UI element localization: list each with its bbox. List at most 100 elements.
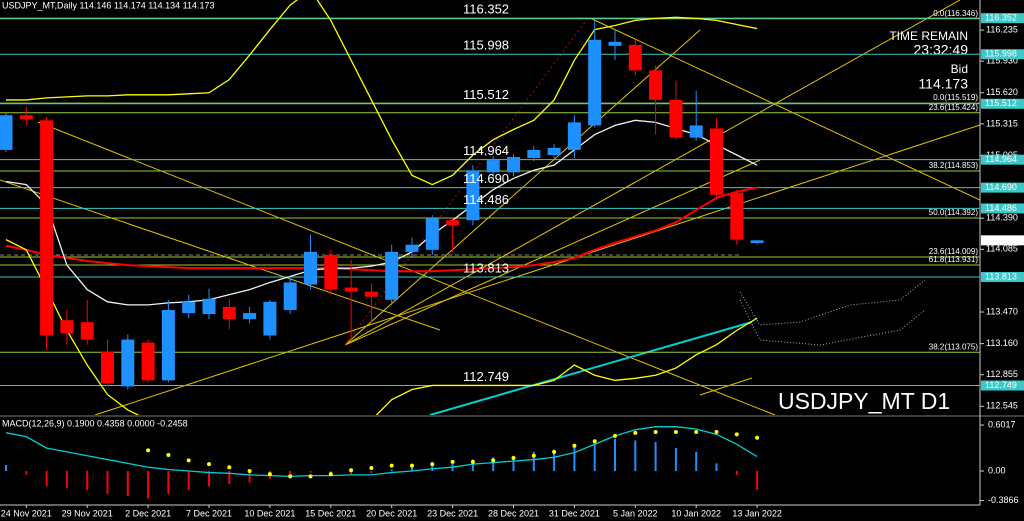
level-label: 115.998 [463,38,509,53]
candle-body [750,240,764,244]
x-tick-label: 31 Dec 2021 [549,508,600,518]
candle-body [344,287,358,292]
macd-line [5,426,758,478]
signal-dot [308,474,313,479]
level-tag-label: 116.352 [985,13,1017,23]
indicator-line [5,119,758,306]
signal-dot [450,459,455,464]
candle-body [364,291,378,297]
signal-dot [511,456,516,461]
level-tag-label: 114.690 [985,182,1017,192]
level-tag-label: 115.512 [985,98,1017,108]
level-label: 112.749 [463,369,509,384]
candle-body [182,301,196,314]
candle-body [263,301,277,336]
trend-line [589,17,980,201]
drawings [0,0,980,415]
chart-header: USDJPY_MT,Daily 114.146 114.174 114.134 … [2,0,214,10]
trend-line [0,179,441,331]
histogram-bar [512,455,515,472]
y-tick-label: 115.315 [986,118,1018,128]
level-label: 114.690 [463,171,509,186]
level-label: 114.964 [463,143,509,158]
histogram-bar [45,471,48,487]
histogram-bar [309,471,312,473]
signal-dot [653,430,658,435]
level-tag-label: 113.813 [985,271,1017,281]
candle-body [101,351,114,384]
x-tick-label: 24 Nov 2021 [1,508,52,518]
watermark: USDJPY_MT D1 [778,388,950,414]
signal-dot [227,465,232,470]
y-tick-label: 0.6017 [988,419,1016,429]
candle-body [141,342,155,381]
macd-area [5,426,760,499]
level-tag [981,154,1024,165]
x-tick-label: 29 Nov 2021 [62,508,113,518]
histogram-bar [65,471,68,488]
y-tick-label: 0.00 [988,465,1006,475]
candle-body [628,44,642,71]
signal-dot [349,468,354,473]
histogram-bar [86,471,89,491]
y-tick-label: -0.3866 [988,495,1019,505]
signal-dot [531,453,536,458]
x-tick-label: 23 Dec 2021 [427,508,478,518]
histogram-bar [431,464,434,472]
signal-dot [613,433,617,438]
candle-body [161,309,175,381]
signal-dot [633,430,638,435]
bid: 114.173 [918,76,968,92]
fib-label: 23.6(114.009) [929,247,979,256]
histogram-bar [735,471,738,475]
y-tick-label: 114.085 [986,244,1018,254]
candle-body [304,251,317,285]
x-tick-label: 28 Dec 2021 [488,508,539,518]
histogram-bar [228,471,231,485]
candle-body [19,115,33,120]
candle-body [689,125,703,138]
candle-body [425,218,439,250]
histogram-bar [674,448,677,472]
cloud-edge [739,279,926,326]
candle-body [405,244,419,252]
histogram-bar [654,441,657,472]
level-label: 116.352 [463,2,509,17]
candle-body [608,41,622,46]
y-tick-label: 115.620 [986,87,1018,97]
fib-label: 50.0(114.392) [929,208,979,217]
candle-body [80,322,94,340]
histogram-bar [5,464,7,472]
fib-label: 23.6(115.424) [929,103,979,112]
candle-body [649,70,663,100]
level-tag [981,13,1024,24]
candle-body [527,149,541,159]
level-label: 115.512 [463,87,509,102]
histogram-bar [715,463,718,472]
candle-body [283,282,297,310]
histogram-bar [553,449,556,472]
histogram-bar [106,471,109,494]
signal-dot [714,430,719,435]
candle-body [588,39,602,126]
trend-line [344,0,961,346]
signal-dot [673,430,678,435]
candle-body [385,251,399,300]
candle-body [507,157,520,173]
y-tick-label: 113.160 [986,338,1018,348]
level-tag [981,98,1024,109]
signal-dot [592,439,597,444]
level-tag-label: 115.998 [985,49,1017,59]
y-tick-label: 113.470 [986,306,1018,316]
indicator-line [5,186,758,273]
fib-label: 61.8(113.931) [929,255,979,264]
candle-body [567,122,581,150]
histogram-bar [208,471,210,487]
signal-dot [389,463,394,468]
candle-body [222,306,236,320]
y-tick-label: 112.545 [986,401,1018,411]
level-tag [981,182,1024,193]
x-tick-label: 2 Dec 2021 [125,508,171,518]
histogram-bar [370,471,373,474]
